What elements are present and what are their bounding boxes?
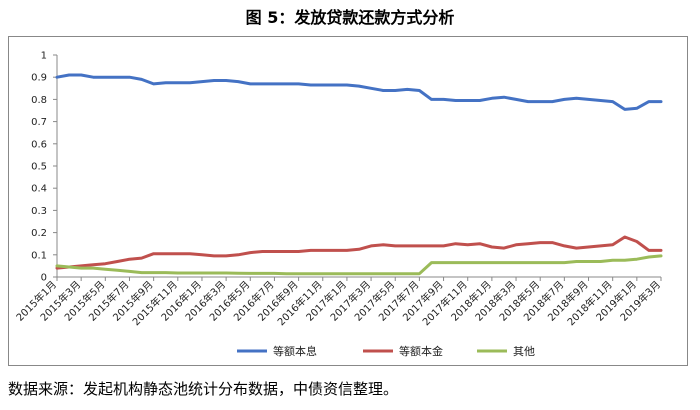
y-tick-label: 0.2 (31, 228, 47, 239)
data-source-note: 数据来源：发起机构静态池统计分布数据，中债资信整理。 (8, 380, 399, 398)
chart-frame: 0 0.1 0.2 0.3 0.4 0.5 0.6 0.7 0.8 0.9 1 2015年1月 2015… (8, 36, 688, 366)
y-tick-label: 0 (41, 273, 47, 284)
y-tick-label: 0.6 (31, 139, 47, 150)
series-line-2 (55, 235, 663, 270)
series-line-3 (55, 254, 663, 276)
y-tick-label: 1 (41, 51, 47, 62)
legend-label-2: 等额本金 (399, 344, 443, 358)
legend-label-3: 其他 (513, 345, 535, 358)
y-tick-label: 0.8 (31, 95, 47, 106)
y-tick-label: 0.1 (31, 250, 47, 261)
y-tick-label: 0.7 (31, 117, 47, 128)
legend-label-1: 等额本息 (273, 344, 317, 358)
series-line-1 (55, 73, 663, 111)
y-tick-label: 0.3 (31, 206, 47, 217)
line-chart: 00.10.20.30.40.50.60.70.80.912015年1月2015… (13, 51, 663, 359)
y-tick-label: 0.9 (31, 73, 47, 84)
chart-title: 图 5：发放贷款还款方式分析 (245, 8, 455, 27)
y-tick-label: 0.4 (31, 184, 47, 195)
y-tick-label: 0.5 (31, 162, 47, 173)
